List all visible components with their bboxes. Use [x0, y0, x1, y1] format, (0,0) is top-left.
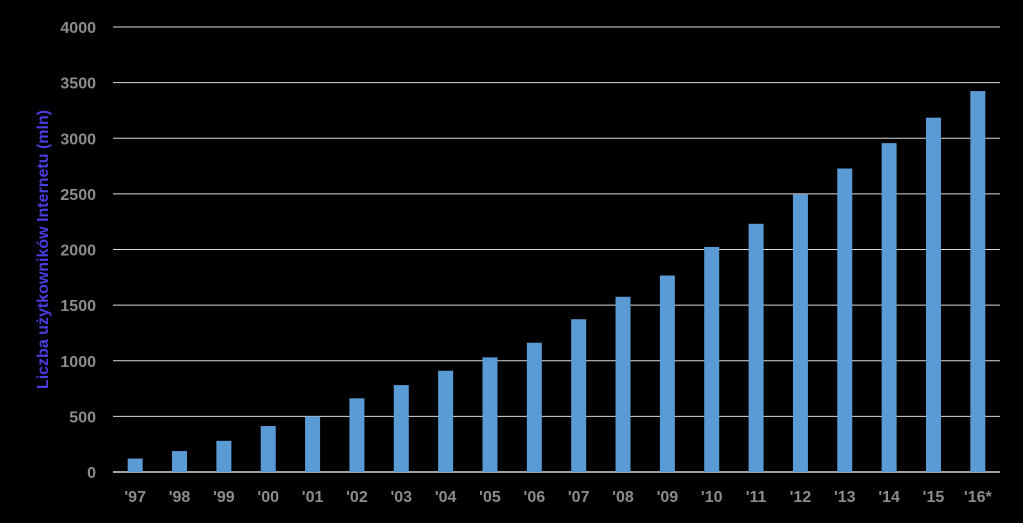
- bar: [127, 458, 143, 472]
- y-tick-label: 4000: [60, 20, 96, 37]
- bar: [970, 91, 986, 472]
- x-tick-label: '12: [790, 489, 812, 506]
- x-tick-label: '09: [657, 489, 679, 506]
- y-tick-label: 500: [69, 409, 96, 426]
- bar: [792, 194, 808, 473]
- x-tick-label: '15: [923, 489, 945, 506]
- y-tick-label: 2500: [60, 187, 96, 204]
- x-tick-label: '99: [213, 489, 235, 506]
- y-tick-label: 1000: [60, 354, 96, 371]
- bar: [659, 275, 675, 472]
- bars: [127, 91, 986, 473]
- x-tick-label: '16*: [964, 489, 993, 506]
- bar: [260, 426, 276, 472]
- bar: [349, 398, 365, 472]
- x-tick-label: '13: [834, 489, 856, 506]
- y-axis-title: Liczba użytkowników Internetu (mln): [35, 110, 52, 389]
- bar: [216, 440, 232, 472]
- bar: [704, 246, 720, 472]
- x-tick-label: '05: [479, 489, 501, 506]
- x-tick-label: '10: [701, 489, 723, 506]
- gridlines: [113, 26, 1000, 473]
- y-tick-label: 3000: [60, 131, 96, 148]
- x-tick-label: '01: [302, 489, 324, 506]
- y-tick-label: 1500: [60, 298, 96, 315]
- bar: [393, 385, 409, 472]
- bar: [837, 168, 853, 472]
- bar: [925, 117, 941, 473]
- x-tick-label: '00: [257, 489, 279, 506]
- x-tick-label: '03: [390, 489, 412, 506]
- x-tick-label: '07: [568, 489, 590, 506]
- y-tick-label: 3500: [60, 76, 96, 93]
- bar: [615, 296, 631, 472]
- bar: [526, 342, 542, 472]
- x-tick-label: '97: [124, 489, 146, 506]
- bar: [172, 451, 188, 472]
- x-tick-label: '04: [435, 489, 457, 506]
- y-tick-label: 2000: [60, 243, 96, 260]
- bar: [571, 319, 587, 472]
- x-tick-label: '02: [346, 489, 368, 506]
- bar: [748, 223, 764, 472]
- x-tick-label: '11: [746, 489, 767, 506]
- bar: [305, 416, 321, 473]
- y-tick-labels: 0 500 1000 1500 2000 2500 3000 3500 4000: [60, 20, 96, 482]
- x-tick-label: '06: [524, 489, 546, 506]
- x-tick-label: '98: [169, 489, 191, 506]
- y-tick-label: 0: [87, 465, 96, 482]
- bar: [482, 357, 498, 472]
- bar: [438, 370, 454, 472]
- x-tick-labels: '97 '98 '99 '00 '01 '02 '03 '04 '05 '06 '07 '08 '09 '…: [124, 489, 992, 506]
- x-tick-label: '08: [612, 489, 634, 506]
- bar: [881, 143, 897, 472]
- x-tick-label: '14: [878, 489, 900, 506]
